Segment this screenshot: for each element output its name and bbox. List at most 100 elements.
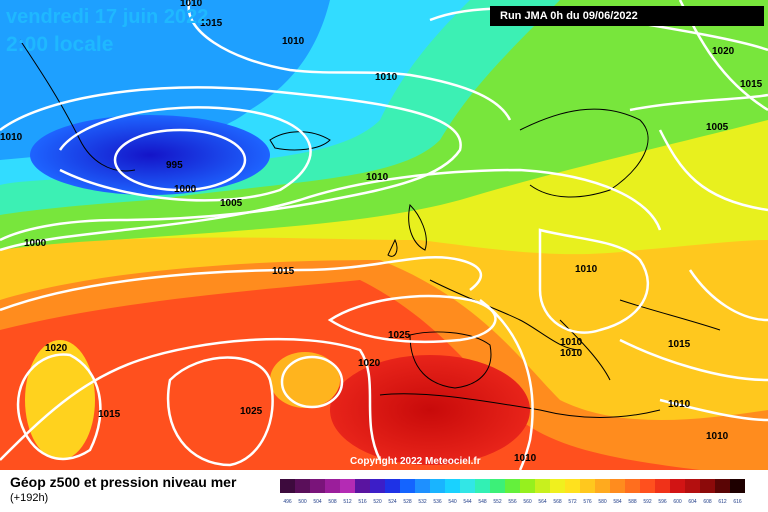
- scale-tick-label: 548: [478, 499, 487, 505]
- scale-swatch: [655, 479, 670, 493]
- scale-swatch: [640, 479, 655, 493]
- scale-tick-label: 560: [523, 499, 532, 505]
- isobar-label: 1020: [358, 358, 381, 369]
- isobar-label: 1015: [272, 266, 295, 277]
- scale-tick-label: 584: [613, 499, 622, 505]
- scale-tick-label: 576: [583, 499, 592, 505]
- isobar-label: 1015: [200, 18, 223, 29]
- isobar-1015: [0, 256, 483, 312]
- scale-tick-label: 528: [403, 499, 412, 505]
- scale-swatch: [325, 479, 340, 493]
- scale-swatch: [670, 479, 685, 493]
- isobar-label: 1015: [98, 409, 121, 420]
- scale-swatch: [595, 479, 610, 493]
- isobar-1000: [58, 106, 312, 202]
- scale-swatch: [400, 479, 415, 493]
- scale-tick-label: 504: [313, 499, 322, 505]
- isobar-1010: [0, 168, 662, 252]
- isobar-label: 1020: [45, 343, 68, 354]
- iceland-coast: [269, 131, 331, 151]
- scale-swatch: [505, 479, 520, 493]
- scale-swatch: [685, 479, 700, 493]
- isobar-995: [113, 128, 247, 192]
- isobar-1020-main: [0, 337, 382, 461]
- coastlines: [19, 39, 721, 418]
- isobar-1015-east: [619, 338, 768, 382]
- isobar-1010-europe: [538, 228, 650, 334]
- legend-title: Géop z500 et pression niveau mer: [10, 474, 237, 490]
- forecast-date-title: vendredi 17 juin 2022: [6, 6, 209, 28]
- isobar-label: 1005: [220, 198, 243, 209]
- scale-swatch: [580, 479, 595, 493]
- scale-tick-label: 604: [688, 499, 697, 505]
- scale-swatch: [610, 479, 625, 493]
- scale-tick-label: 580: [598, 499, 607, 505]
- scale-swatch: [385, 479, 400, 493]
- scale-tick-label: 532: [418, 499, 427, 505]
- britain-coast: [408, 203, 427, 251]
- scale-swatch: [730, 479, 745, 493]
- scale-tick-label: 588: [628, 499, 637, 505]
- scale-swatch: [565, 479, 580, 493]
- copyright-text: Copyright 2022 Meteociel.fr: [350, 456, 481, 467]
- scale-swatch: [700, 479, 715, 493]
- light-blue-band: [0, 0, 330, 160]
- scale-tick-label: 556: [508, 499, 517, 505]
- isobar-1025-north: [327, 294, 497, 344]
- isobar-label: 995: [166, 160, 183, 171]
- isobar-label: 1010: [668, 399, 691, 410]
- scale-tick-label: 596: [658, 499, 667, 505]
- ireland-coast: [387, 238, 398, 257]
- isobar-label: 1000: [24, 238, 47, 249]
- italy-coast: [559, 319, 611, 381]
- scale-tick-label: 516: [358, 499, 367, 505]
- red-band: [0, 280, 700, 470]
- isobar-label: 1010: [575, 264, 598, 275]
- scale-tick-label: 540: [448, 499, 457, 505]
- scale-tick-label: 600: [673, 499, 682, 505]
- isobar-labels: 1010 1015 1010 1010 1020 1015 1010 1005 …: [0, 0, 763, 464]
- scale-swatch: [535, 479, 550, 493]
- legend-subtitle: (+192h): [10, 492, 49, 504]
- isobar-1010-north: [187, 0, 512, 121]
- isobar-1015-ne: [629, 93, 768, 112]
- run-info-box: Run JMA 0h du 09/06/2022: [490, 6, 764, 26]
- scale-tick-label: 508: [328, 499, 337, 505]
- balkans-coast: [619, 299, 721, 331]
- isobar-1005: [0, 86, 462, 242]
- isobar-1020-cell: [280, 355, 344, 409]
- forecast-local-time: 2:00 locale: [6, 33, 114, 56]
- scale-tick-label: 520: [373, 499, 382, 505]
- isobar-label: 1005: [706, 122, 729, 133]
- isobar-1020-west: [16, 353, 102, 461]
- scale-tick-label: 616: [733, 499, 742, 505]
- isobar-label: 1020: [712, 46, 735, 57]
- scale-swatch: [475, 479, 490, 493]
- scale-tick-label: 608: [703, 499, 712, 505]
- scale-tick-label: 544: [463, 499, 472, 505]
- scale-swatch: [490, 479, 505, 493]
- scale-swatch: [430, 479, 445, 493]
- scale-swatch: [625, 479, 640, 493]
- isobar-1005-east: [658, 129, 768, 212]
- isobar-label: 1010: [706, 431, 729, 442]
- isobar-1025-south: [166, 356, 274, 467]
- isobar-label: 1010: [180, 0, 203, 9]
- scale-swatch: [460, 479, 475, 493]
- color-scale: [280, 479, 745, 493]
- scale-tick-label: 552: [493, 499, 502, 505]
- atlantic-high-cell: [25, 340, 95, 460]
- isobar-label: 1025: [240, 406, 263, 417]
- scale-swatch: [370, 479, 385, 493]
- greenland-coast: [19, 39, 136, 172]
- isobar-label: 1010: [366, 172, 389, 183]
- isobar-label: 1015: [668, 339, 691, 350]
- pressure-map: 1010 1015 1010 1010 1020 1015 1010 1005 …: [0, 0, 768, 470]
- scale-tick-label: 512: [343, 499, 352, 505]
- iberia-coast: [409, 331, 492, 389]
- scale-swatch: [550, 479, 565, 493]
- hot-core: [330, 355, 530, 465]
- scale-swatch: [520, 479, 535, 493]
- scale-swatch: [355, 479, 370, 493]
- scale-tick-label: 592: [643, 499, 652, 505]
